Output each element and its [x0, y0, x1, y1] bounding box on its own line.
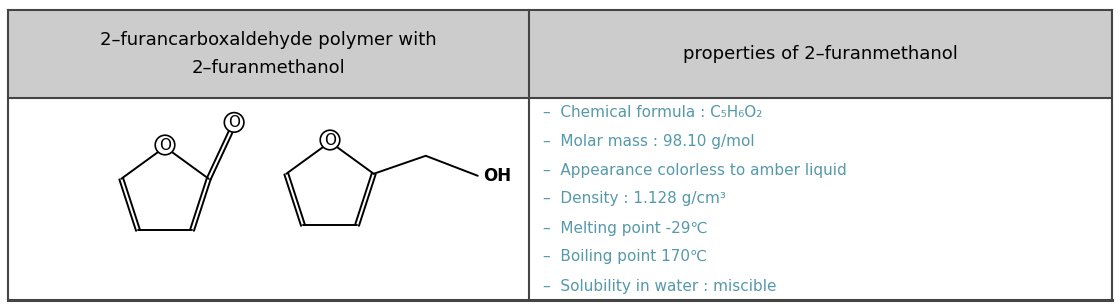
Text: –  Melting point -29℃: – Melting point -29℃ [542, 221, 707, 236]
Text: –  Molar mass : 98.10 g/mol: – Molar mass : 98.10 g/mol [542, 133, 754, 148]
Text: O: O [228, 115, 240, 130]
Text: –  Chemical formula : C₅H₆O₂: – Chemical formula : C₅H₆O₂ [542, 104, 762, 120]
Bar [8, 10, 1112, 98]
Text: 2–furancarboxaldehyde polymer with
2–furanmethanol: 2–furancarboxaldehyde polymer with 2–fur… [100, 31, 437, 77]
Text: OH: OH [483, 167, 511, 185]
Text: O: O [159, 137, 171, 152]
Text: –  Density : 1.128 g/cm³: – Density : 1.128 g/cm³ [542, 192, 726, 206]
Text: –  Solubility in water : miscible: – Solubility in water : miscible [542, 278, 776, 294]
Text: properties of 2–furanmethanol: properties of 2–furanmethanol [683, 45, 958, 63]
Text: –  Appearance colorless to amber liquid: – Appearance colorless to amber liquid [542, 163, 847, 177]
Text: O: O [324, 132, 336, 148]
Text: –  Boiling point 170℃: – Boiling point 170℃ [542, 249, 707, 265]
